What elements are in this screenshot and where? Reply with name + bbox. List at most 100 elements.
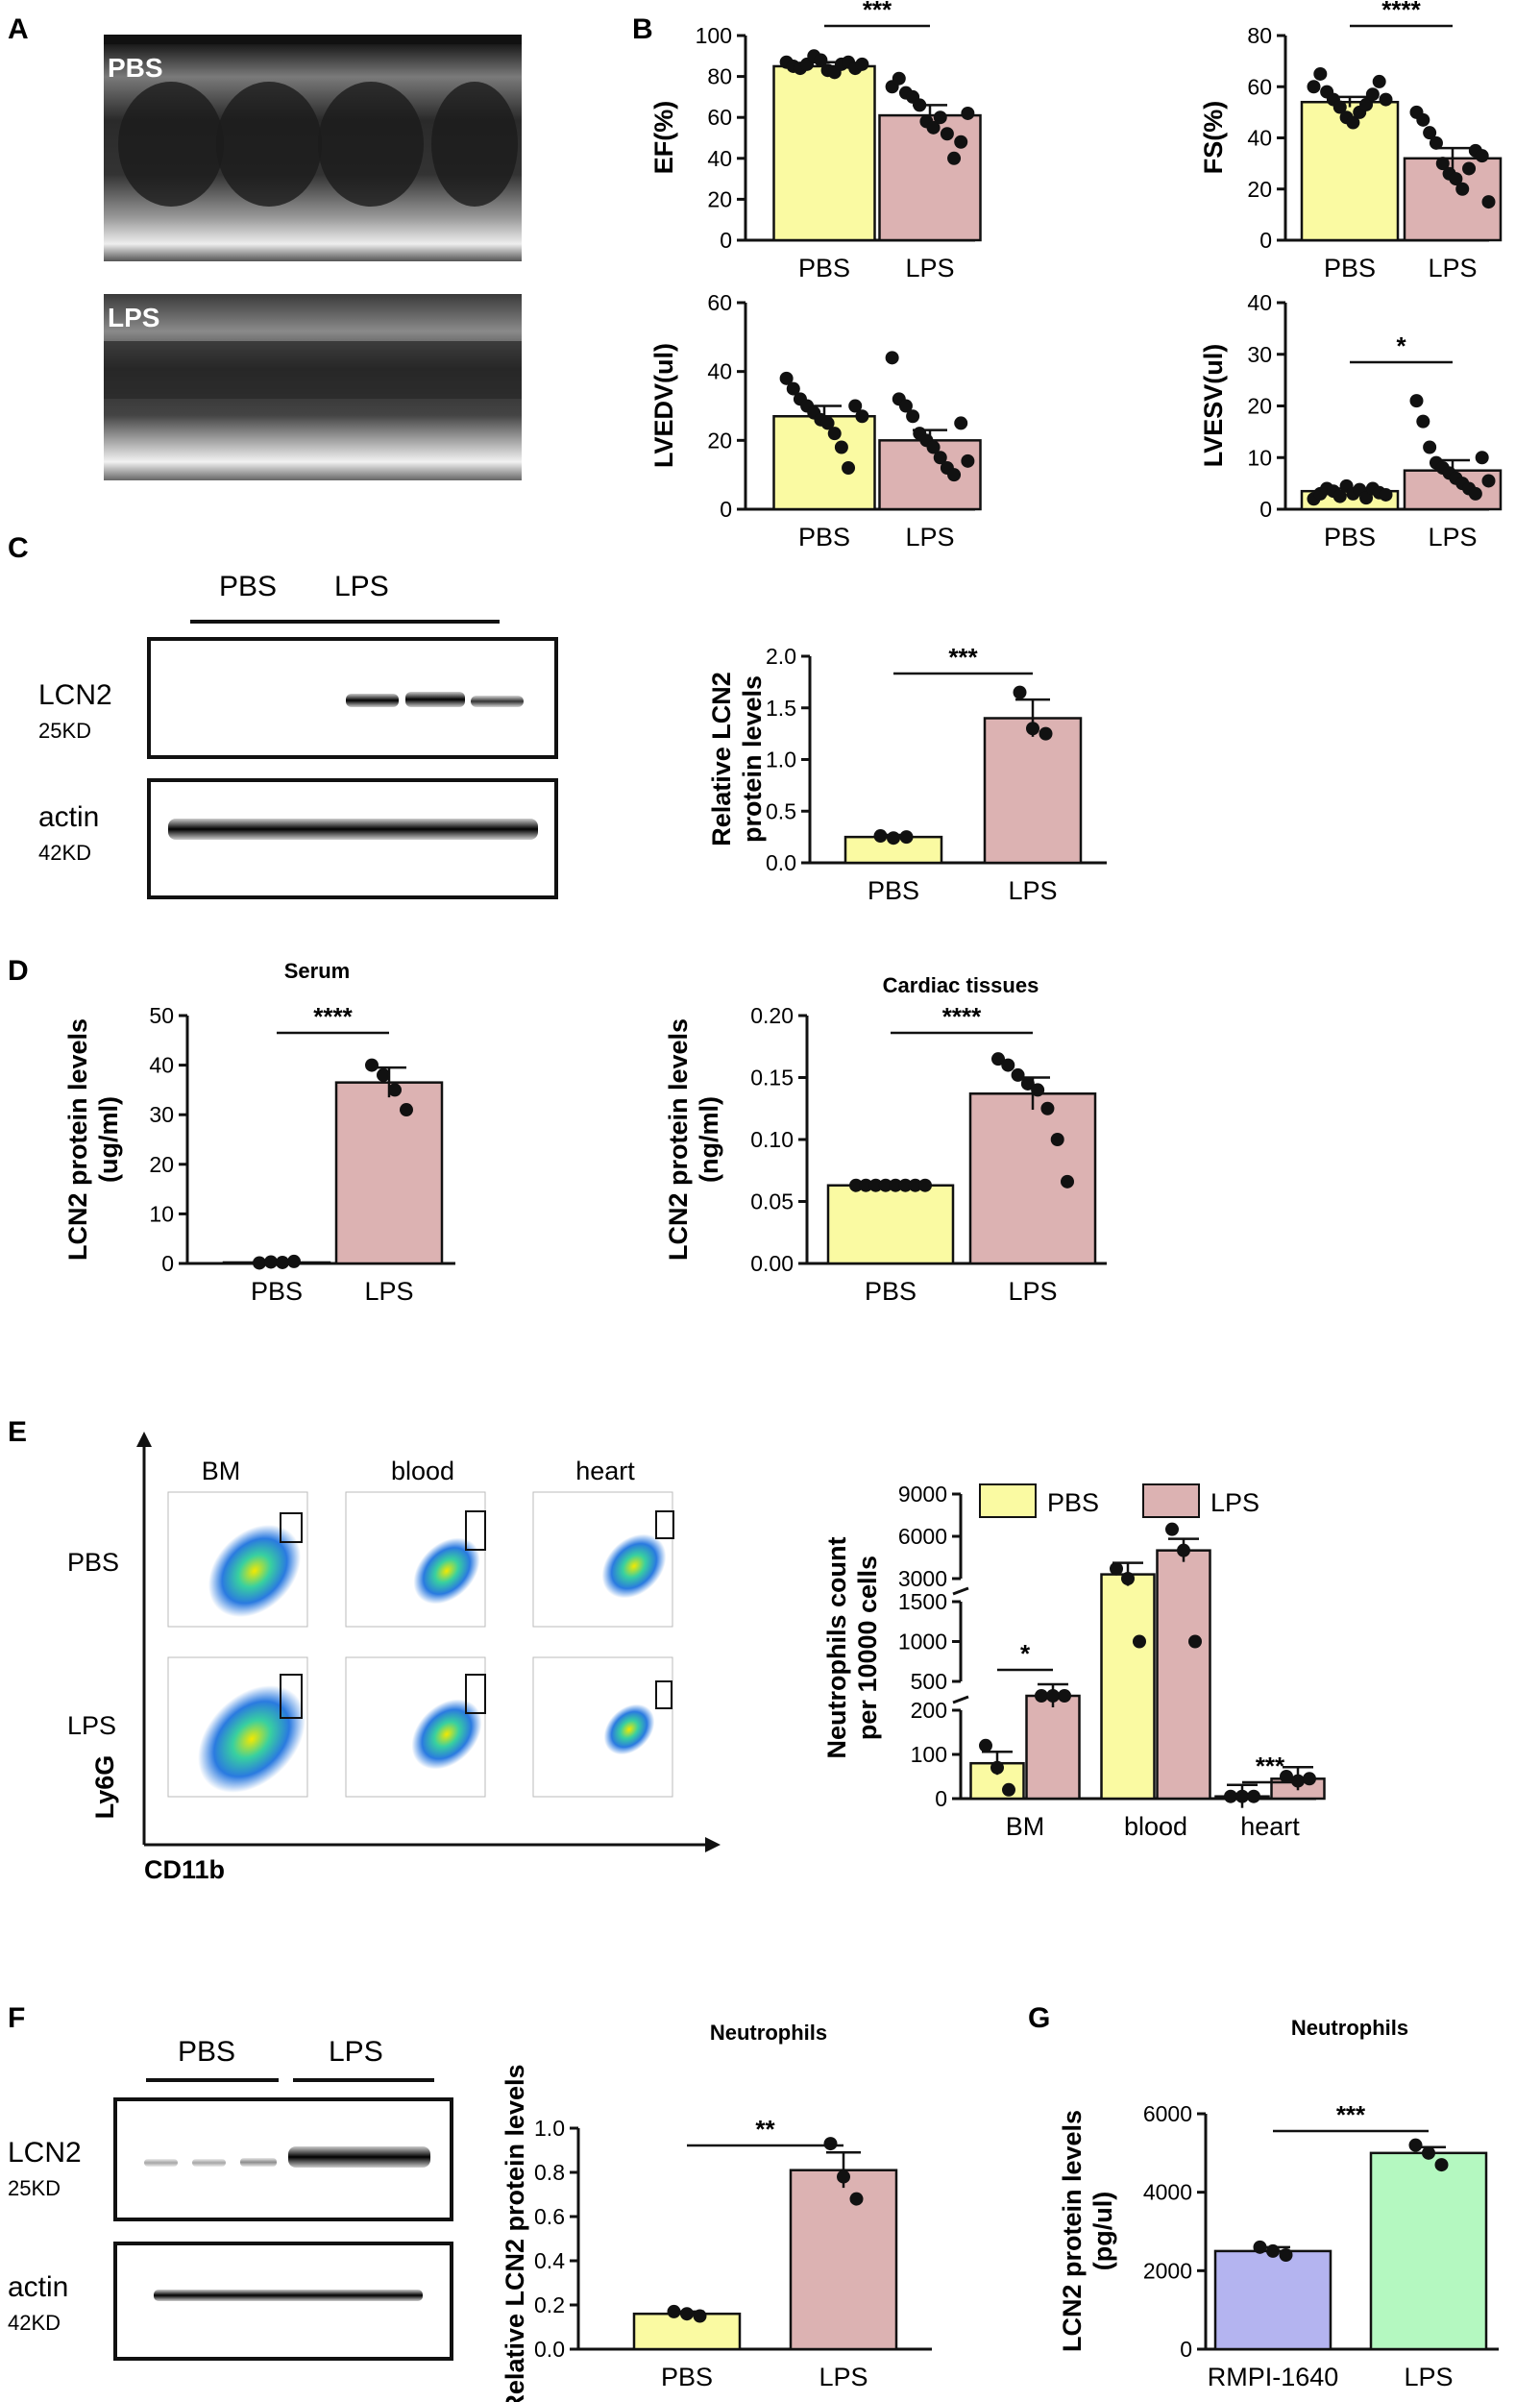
data-point-b_lvedv-1-0 [885,351,899,365]
data-point-b_lvedv-1-7 [933,451,947,465]
flow-row-pbs: PBS [67,1548,119,1577]
data-point-e-2-1-1 [1291,1774,1305,1788]
blot-c-band-actin: actin [38,801,99,833]
panel-letter-f: F [8,2002,25,2034]
bar-b_ef-lps [878,113,982,242]
blot-f-group-pbs: PBS [178,2036,235,2068]
chart-c: 0.0 0.5 1.0 1.5 2.0 Relative LCN2 protein leve… [707,643,1107,905]
y-tick-label-e-0: 0 [935,1786,947,1811]
x-tick-label-c-1: LPS [1008,876,1057,905]
blot-f-band-actin: actin [8,2271,68,2303]
data-point-e-2-0-1 [1235,1789,1249,1803]
panel-letter-b: B [632,13,653,45]
y-axis-label-b_lvesv: LVESV(ul) [1199,344,1228,468]
echo-trace-lps: LPS [104,294,522,480]
chart-b_ef: 0 20 40 60 80 100 EF(%) PBS LPS *** [649,0,982,282]
data-point-d_cardiac-1-1 [1001,1058,1015,1072]
flow-cytometry-grid: BM blood heart PBS LPS Ly6G CD11b [67,1432,721,1884]
data-point-e-0-0-0 [979,1738,992,1752]
data-point-g-1-0 [1408,2138,1423,2152]
flow-plot-lps-heart [532,1656,673,1798]
data-point-e-1-1-2 [1188,1634,1202,1649]
bar-e-BM-lps [1025,1694,1081,1801]
data-point-b_fs-1-6 [1449,172,1463,186]
blot-f-band-lcn2-kd: 25KD [8,2176,61,2200]
y-tick-label-d_serum-4: 40 [149,1053,174,1078]
data-point-b_ef-1-4 [913,98,927,112]
data-point-d_cardiac-0-7 [918,1178,932,1192]
data-point-f-0-1 [680,2307,694,2321]
chart-title-f: Neutrophils [710,2021,827,2045]
legend-e: PBS LPS [979,1483,1259,1518]
data-point-b_fs-1-11 [1481,195,1496,209]
flow-col-heart: heart [575,1457,635,1485]
data-point-c-1-1 [1026,722,1039,736]
x-tick-label-d_serum-1: LPS [364,1277,413,1306]
blot-c-band-lcn2: LCN2 [38,679,112,711]
data-point-b_fs-1-3 [1429,135,1443,150]
chart-d_cardiac: 0.00 0.05 0.10 0.15 0.20 LCN2 protein levels(… [664,973,1107,1306]
data-point-e-2-1-2 [1303,1772,1316,1786]
bar-f-lps [789,2169,898,2351]
bar-b_ef-pbs [772,64,876,242]
data-point-e-0-1-0 [1035,1689,1048,1703]
y-axis-label-c: Relative LCN2 [707,672,736,846]
data-point-e-1-0-2 [1133,1634,1146,1649]
y-axis-label2-g: (pg/ul) [1088,2192,1117,2270]
x-tick-label-f-0: PBS [661,2363,713,2391]
y-axis-label-b_ef: EF(%) [649,101,678,175]
data-point-b_fs-1-8 [1462,161,1477,176]
sig-stars-c: *** [948,643,978,672]
sig-stars-b_lvesv: * [1396,331,1406,360]
data-point-e-0-1-2 [1058,1689,1071,1703]
y-tick-label-d_cardiac-4: 0.20 [750,1003,794,1028]
data-point-e-1-0-1 [1121,1572,1135,1585]
y-axis-label2-e: per 10000 cells [853,1556,882,1740]
y-tick-label-b_fs-3: 60 [1247,74,1272,99]
y-tick-label-d_cardiac-2: 0.10 [750,1127,794,1152]
chart-g: 0 2000 4000 6000 LCN2 protein levels (pg/ul) N… [1058,2016,1499,2391]
y-tick-label-d_serum-5: 50 [149,1003,174,1028]
y-axis-label-b_lvedv: LVEDV(ul) [649,343,678,468]
bar-d_cardiac-pbs [826,1184,955,1265]
x-tick-label-d_serum-0: PBS [251,1277,303,1306]
y-tick-label-d_serum-0: 0 [161,1251,174,1276]
data-point-b_fs-0-10 [1372,74,1386,88]
y-tick-label-b_ef-5: 100 [696,23,732,48]
data-point-b_ef-1-1 [892,71,906,86]
y-tick-label-e-5: 1500 [898,1589,947,1614]
data-point-d_cardiac-0-4 [889,1178,903,1192]
y-tick-label-f-5: 1.0 [534,2116,565,2141]
x-tick-label-e-2: heart [1240,1812,1300,1841]
data-point-d_cardiac-0-5 [898,1178,913,1192]
y-axis-label-d_serum: LCN2 protein levels [63,1018,92,1261]
data-point-b_lvesv-0-11 [1379,487,1393,502]
blot-f-group-lps: LPS [329,2036,383,2068]
y-tick-label-e-4: 1000 [898,1630,947,1654]
data-point-b_fs-0-0 [1307,80,1321,94]
y-axis-label-f: Relative LCN2 protein levels [501,2064,529,2402]
flow-plot-pbs-blood [345,1491,486,1628]
y-tick-label-b_fs-4: 80 [1247,23,1272,48]
data-point-b_fs-1-2 [1423,126,1437,140]
x-tick-label-g-0: RMPI-1640 [1208,2363,1339,2391]
blot-f-band-lcn2: LCN2 [8,2137,82,2169]
data-point-d_cardiac-1-7 [1061,1174,1074,1189]
data-point-b_fs-0-11 [1379,92,1393,107]
panel-letter-d: D [8,955,29,987]
data-point-d_cardiac-0-2 [868,1178,883,1192]
y-tick-label-d_serum-3: 30 [149,1102,174,1127]
y-tick-label-e-8: 9000 [898,1482,947,1507]
data-point-b_fs-0-6 [1346,115,1360,130]
data-point-b_lvesv-1-9 [1468,486,1482,501]
data-point-d_serum-0-3 [287,1254,301,1268]
data-point-b_ef-1-9 [947,151,962,165]
blot-c-group-pbs: PBS [219,571,277,602]
y-tick-label-g-1: 2000 [1143,2258,1192,2283]
y-tick-label-b_lvesv-4: 40 [1247,290,1272,315]
panel-letter-c: C [8,532,29,564]
y-tick-label-f-1: 0.2 [534,2292,565,2317]
data-point-d_serum-1-0 [365,1058,379,1072]
y-tick-label-e-6: 3000 [898,1566,947,1591]
